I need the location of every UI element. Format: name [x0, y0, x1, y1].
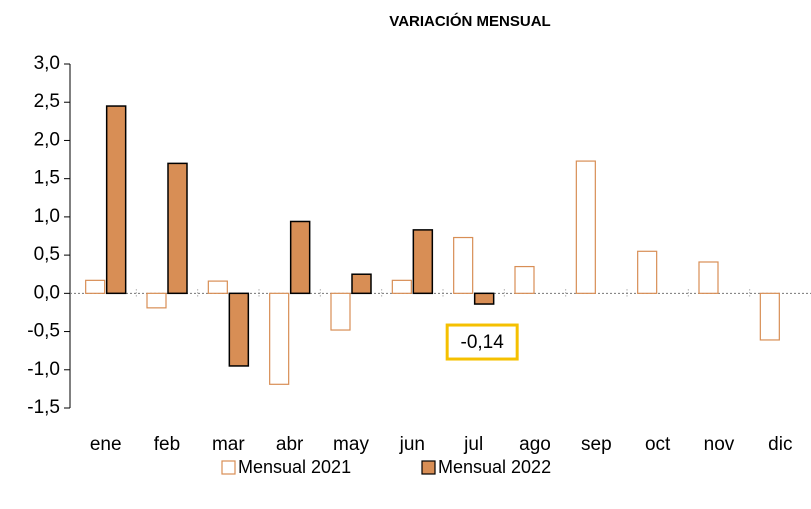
x-tick-label: sep — [581, 434, 612, 455]
bar — [228, 292, 250, 367]
y-tick-label: 2,0 — [34, 129, 60, 150]
x-tick-label: ago — [519, 434, 551, 455]
x-tick-label: dic — [768, 434, 792, 455]
y-tick-label: 2,5 — [34, 91, 60, 112]
bar — [289, 220, 311, 295]
legend-label: Mensual 2021 — [238, 457, 351, 477]
x-tick-label: abr — [276, 434, 304, 455]
x-tick-label: ene — [90, 434, 122, 455]
label-box — [445, 323, 519, 361]
bar — [351, 273, 372, 295]
bar — [637, 250, 658, 294]
bar — [167, 162, 188, 295]
bar — [473, 292, 495, 305]
bar — [105, 105, 127, 295]
bar — [575, 160, 596, 294]
x-tick-label: jul — [463, 434, 483, 455]
y-tick-label: 1,0 — [34, 206, 60, 227]
bar — [269, 292, 290, 385]
y-tick-label: -0,5 — [27, 321, 60, 342]
x-tick-label: jun — [399, 434, 425, 455]
value-label: -0,14 — [461, 332, 505, 353]
legend-swatch — [221, 460, 236, 475]
y-tick-label: 1,5 — [34, 168, 60, 189]
bar — [146, 292, 167, 309]
x-tick-label: nov — [704, 434, 735, 455]
bar — [514, 265, 535, 294]
chart-title: VARIACIÓN MENSUAL — [389, 12, 550, 30]
bar — [453, 236, 474, 294]
x-tick-label: oct — [645, 434, 671, 455]
y-tick-label: 0,5 — [34, 244, 60, 265]
bar — [85, 279, 106, 294]
y-tick-label: -1,5 — [27, 397, 60, 418]
bar — [759, 292, 780, 341]
y-tick-label: -1,0 — [27, 359, 60, 380]
y-tick-label: 3,0 — [34, 53, 60, 74]
legend-swatch — [421, 460, 436, 475]
bar — [330, 292, 351, 331]
bar — [698, 261, 719, 294]
bar — [412, 229, 434, 295]
bar — [207, 280, 228, 294]
bar — [391, 279, 412, 294]
x-tick-label: feb — [154, 434, 180, 455]
x-tick-label: may — [333, 434, 369, 455]
x-tick-label: mar — [212, 434, 245, 455]
y-tick-label: 0,0 — [34, 282, 60, 303]
legend-label: Mensual 2022 — [438, 457, 551, 477]
